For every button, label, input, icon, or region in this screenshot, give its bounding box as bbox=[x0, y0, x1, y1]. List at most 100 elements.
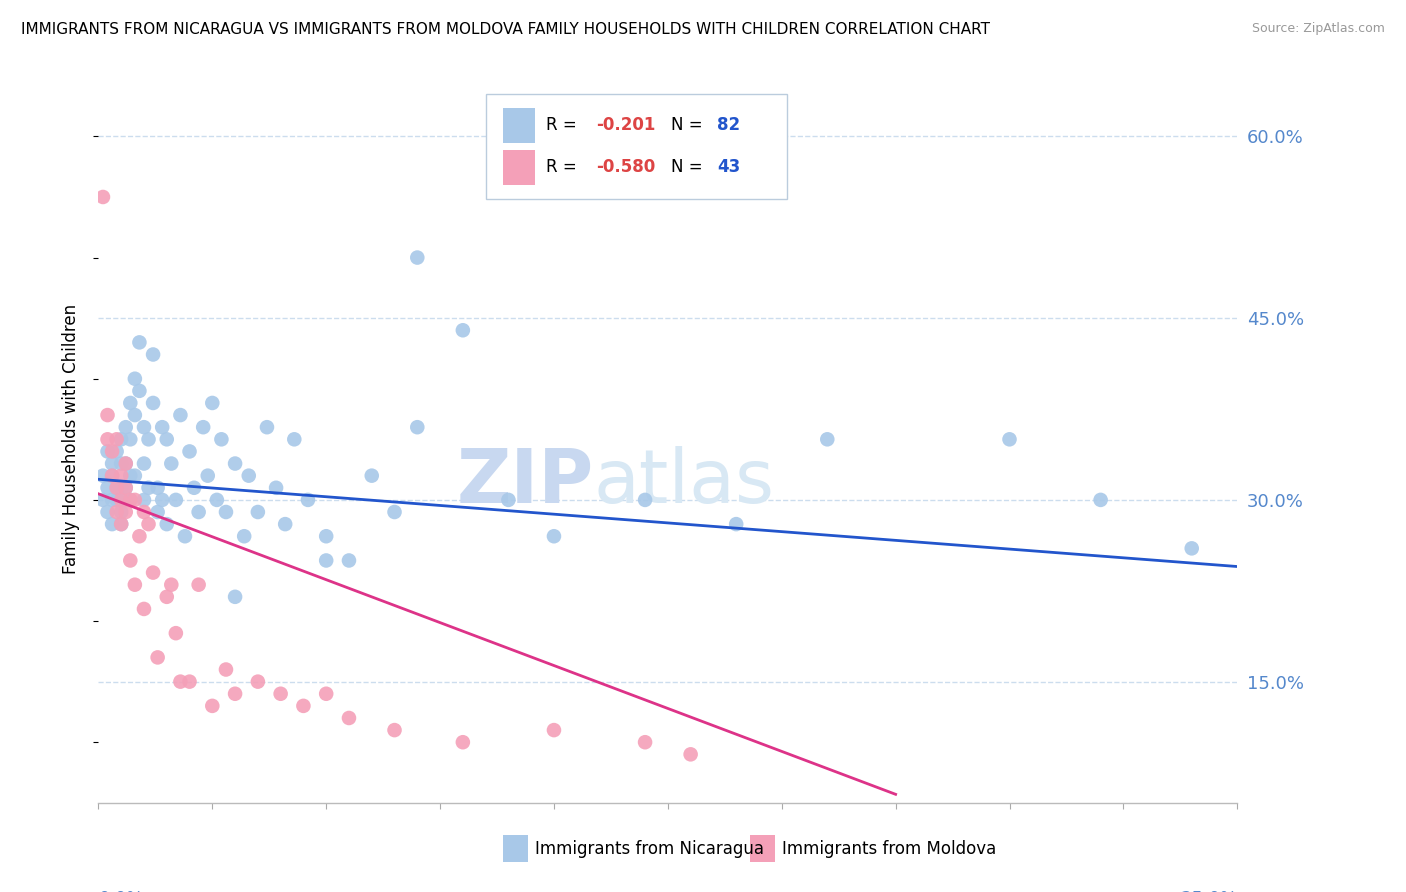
Point bbox=[156, 517, 179, 532]
Point bbox=[128, 384, 150, 398]
Point bbox=[292, 698, 315, 713]
Point bbox=[96, 432, 118, 446]
Point bbox=[174, 529, 197, 543]
Point bbox=[105, 481, 128, 495]
Point bbox=[543, 723, 565, 737]
Point bbox=[96, 505, 118, 519]
Point bbox=[215, 663, 238, 677]
Point bbox=[165, 626, 187, 640]
Point bbox=[634, 735, 657, 749]
Point bbox=[128, 335, 150, 350]
Point bbox=[105, 505, 128, 519]
Point bbox=[315, 529, 337, 543]
Point bbox=[238, 468, 260, 483]
Point bbox=[169, 674, 191, 689]
Point bbox=[679, 747, 702, 762]
Point bbox=[1181, 541, 1204, 556]
Bar bbox=[503, 150, 534, 185]
Point bbox=[315, 687, 337, 701]
FancyBboxPatch shape bbox=[485, 94, 787, 200]
Point bbox=[224, 687, 246, 701]
Point bbox=[264, 481, 287, 495]
Point bbox=[114, 457, 136, 471]
Text: -0.201: -0.201 bbox=[596, 116, 655, 135]
Point bbox=[138, 517, 160, 532]
Point bbox=[360, 468, 382, 483]
Point bbox=[120, 553, 142, 567]
Point bbox=[110, 517, 132, 532]
Point bbox=[105, 492, 128, 507]
Point bbox=[274, 517, 297, 532]
Point bbox=[156, 590, 179, 604]
Text: R =: R = bbox=[546, 159, 582, 177]
Point bbox=[101, 492, 124, 507]
Point bbox=[114, 492, 136, 507]
Point bbox=[187, 505, 209, 519]
Point bbox=[142, 347, 165, 361]
Point bbox=[165, 492, 187, 507]
Point bbox=[215, 505, 238, 519]
Point bbox=[150, 492, 173, 507]
Point bbox=[193, 420, 215, 434]
Point bbox=[132, 492, 155, 507]
Point bbox=[725, 517, 748, 532]
Point bbox=[146, 481, 169, 495]
Point bbox=[132, 505, 155, 519]
Point bbox=[384, 505, 406, 519]
Point bbox=[128, 529, 150, 543]
Bar bbox=[503, 108, 534, 143]
Point bbox=[815, 432, 838, 446]
Point bbox=[150, 420, 173, 434]
Point bbox=[337, 553, 360, 567]
Point bbox=[110, 505, 132, 519]
Point bbox=[256, 420, 278, 434]
Point bbox=[224, 590, 246, 604]
Point bbox=[179, 674, 201, 689]
Point bbox=[114, 481, 136, 495]
Point bbox=[146, 505, 169, 519]
Bar bbox=[749, 835, 775, 863]
Point bbox=[120, 492, 142, 507]
Point bbox=[209, 432, 232, 446]
Point bbox=[224, 457, 246, 471]
Point bbox=[315, 553, 337, 567]
Point bbox=[120, 396, 142, 410]
Text: 82: 82 bbox=[717, 116, 740, 135]
Point bbox=[114, 481, 136, 495]
Point bbox=[543, 529, 565, 543]
Point bbox=[201, 396, 224, 410]
Text: -0.580: -0.580 bbox=[596, 159, 655, 177]
Point bbox=[124, 372, 146, 386]
Point bbox=[120, 432, 142, 446]
Point bbox=[498, 492, 520, 507]
Point bbox=[246, 505, 269, 519]
Point bbox=[998, 432, 1021, 446]
Point bbox=[105, 432, 128, 446]
Point bbox=[114, 457, 136, 471]
Point bbox=[451, 323, 474, 337]
Point bbox=[96, 481, 118, 495]
Point bbox=[120, 468, 142, 483]
Point bbox=[201, 698, 224, 713]
Text: 0.0%: 0.0% bbox=[98, 890, 143, 892]
Point bbox=[124, 408, 146, 422]
Point bbox=[110, 432, 132, 446]
Point bbox=[337, 711, 360, 725]
Point bbox=[384, 723, 406, 737]
Point bbox=[91, 190, 114, 204]
Point bbox=[110, 481, 132, 495]
Point bbox=[132, 457, 155, 471]
Point bbox=[132, 420, 155, 434]
Point bbox=[96, 444, 118, 458]
Text: IMMIGRANTS FROM NICARAGUA VS IMMIGRANTS FROM MOLDOVA FAMILY HOUSEHOLDS WITH CHIL: IMMIGRANTS FROM NICARAGUA VS IMMIGRANTS … bbox=[21, 22, 990, 37]
Point bbox=[187, 578, 209, 592]
Point bbox=[160, 578, 183, 592]
Point bbox=[105, 444, 128, 458]
Point bbox=[138, 481, 160, 495]
Text: R =: R = bbox=[546, 116, 582, 135]
Point bbox=[110, 492, 132, 507]
Point bbox=[205, 492, 228, 507]
Point bbox=[120, 492, 142, 507]
Point bbox=[101, 444, 124, 458]
Point bbox=[406, 420, 429, 434]
